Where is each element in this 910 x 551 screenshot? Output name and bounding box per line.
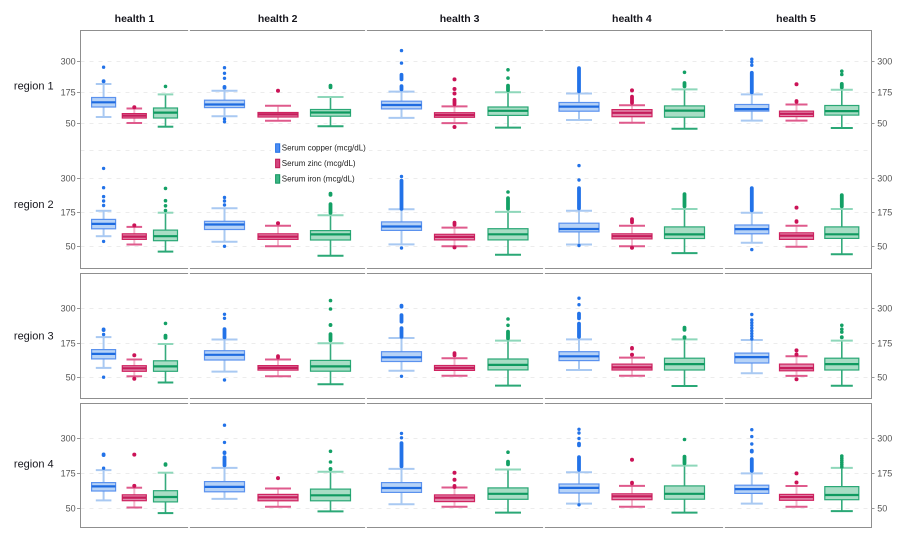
svg-text:50: 50 — [66, 119, 76, 129]
svg-text:region 2: region 2 — [14, 199, 54, 211]
svg-text:Serum iron (mcg/dL): Serum iron (mcg/dL) — [282, 174, 355, 183]
svg-text:health 3: health 3 — [440, 13, 480, 25]
svg-text:50: 50 — [877, 242, 887, 252]
svg-text:50: 50 — [66, 373, 76, 383]
svg-text:50: 50 — [66, 504, 76, 514]
svg-text:300: 300 — [61, 434, 76, 444]
svg-text:300: 300 — [877, 174, 892, 184]
svg-text:175: 175 — [877, 469, 892, 479]
svg-text:175: 175 — [877, 208, 892, 218]
svg-text:health 5: health 5 — [776, 13, 816, 25]
svg-text:region 1: region 1 — [14, 81, 54, 93]
svg-text:50: 50 — [66, 242, 76, 252]
svg-text:50: 50 — [877, 119, 887, 129]
svg-text:175: 175 — [61, 208, 76, 218]
svg-text:175: 175 — [61, 88, 76, 98]
svg-text:300: 300 — [61, 174, 76, 184]
svg-text:50: 50 — [877, 504, 887, 514]
svg-text:health 1: health 1 — [115, 13, 155, 25]
svg-text:175: 175 — [877, 88, 892, 98]
svg-text:175: 175 — [61, 339, 76, 349]
svg-text:Serum zinc (mcg/dL): Serum zinc (mcg/dL) — [282, 159, 356, 168]
svg-text:300: 300 — [877, 304, 892, 314]
svg-text:300: 300 — [877, 434, 892, 444]
svg-text:Serum copper (mcg/dL): Serum copper (mcg/dL) — [282, 144, 366, 153]
svg-text:health 2: health 2 — [258, 13, 298, 25]
svg-text:50: 50 — [877, 373, 887, 383]
svg-text:region 3: region 3 — [14, 330, 54, 342]
svg-text:300: 300 — [61, 57, 76, 67]
svg-text:health 4: health 4 — [612, 13, 652, 25]
svg-text:175: 175 — [877, 339, 892, 349]
svg-text:region 4: region 4 — [14, 459, 54, 471]
svg-text:300: 300 — [61, 304, 76, 314]
svg-text:300: 300 — [877, 57, 892, 67]
svg-text:175: 175 — [61, 469, 76, 479]
